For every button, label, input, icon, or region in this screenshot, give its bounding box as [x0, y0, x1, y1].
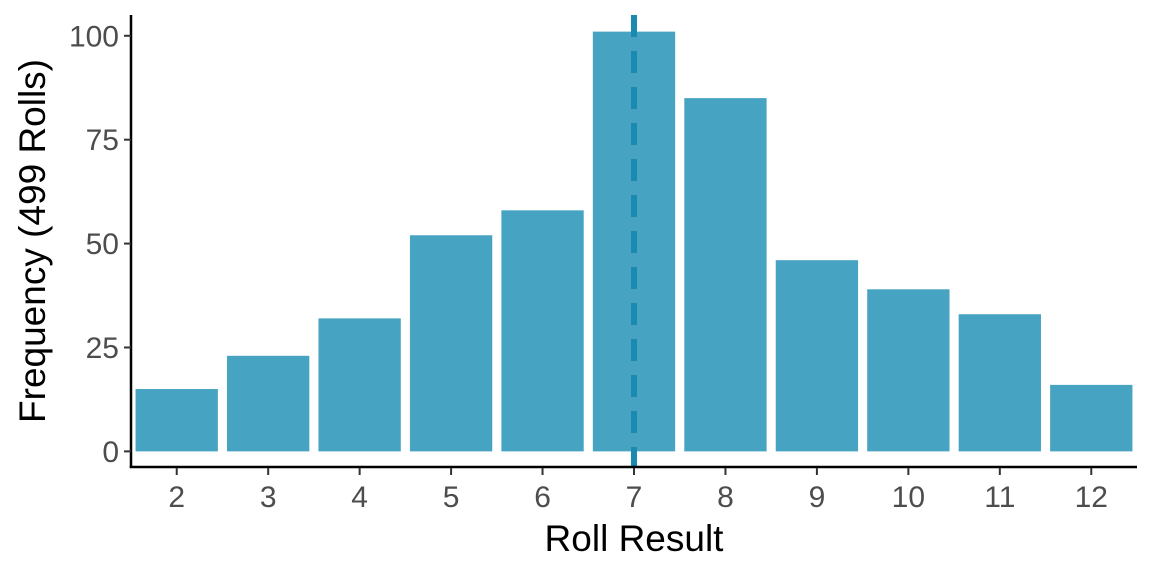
bar-4: [318, 318, 401, 452]
x-tick-label: 8: [717, 481, 734, 514]
bar-2: [135, 389, 218, 452]
y-axis-title: Frequency (499 Rolls): [12, 59, 53, 423]
y-tick-label: 25: [86, 332, 119, 365]
bar-12: [1050, 384, 1133, 452]
x-axis-title: Roll Result: [545, 518, 725, 559]
bar-8: [684, 98, 767, 452]
x-tick-label: 9: [809, 481, 826, 514]
x-tick-label: 10: [892, 481, 925, 514]
x-tick-label: 11: [984, 481, 1015, 514]
x-tick-label: 4: [351, 481, 368, 514]
x-tick-label: 7: [626, 481, 643, 514]
y-tick-label: 0: [102, 436, 119, 469]
y-axis-ticks: 0 25 50 75 100: [69, 20, 131, 469]
y-tick-label: 100: [69, 20, 119, 53]
y-tick-label: 75: [86, 124, 119, 157]
x-tick-label: 5: [443, 481, 460, 514]
x-tick-label: 3: [260, 481, 277, 514]
x-tick-label: 6: [534, 481, 551, 514]
x-tick-label: 12: [1075, 481, 1108, 514]
bar-11: [958, 314, 1041, 452]
bar-3: [227, 355, 310, 452]
x-axis-ticks: 2 3 4 5 6 7 8 9 10 11 12: [168, 468, 1108, 514]
bar-6: [501, 210, 584, 452]
bar-10: [867, 289, 950, 452]
x-tick-label: 2: [168, 481, 185, 514]
y-tick-label: 50: [86, 228, 119, 261]
bar-5: [409, 235, 493, 452]
bar-9: [775, 260, 859, 452]
axes: [129, 15, 1137, 469]
